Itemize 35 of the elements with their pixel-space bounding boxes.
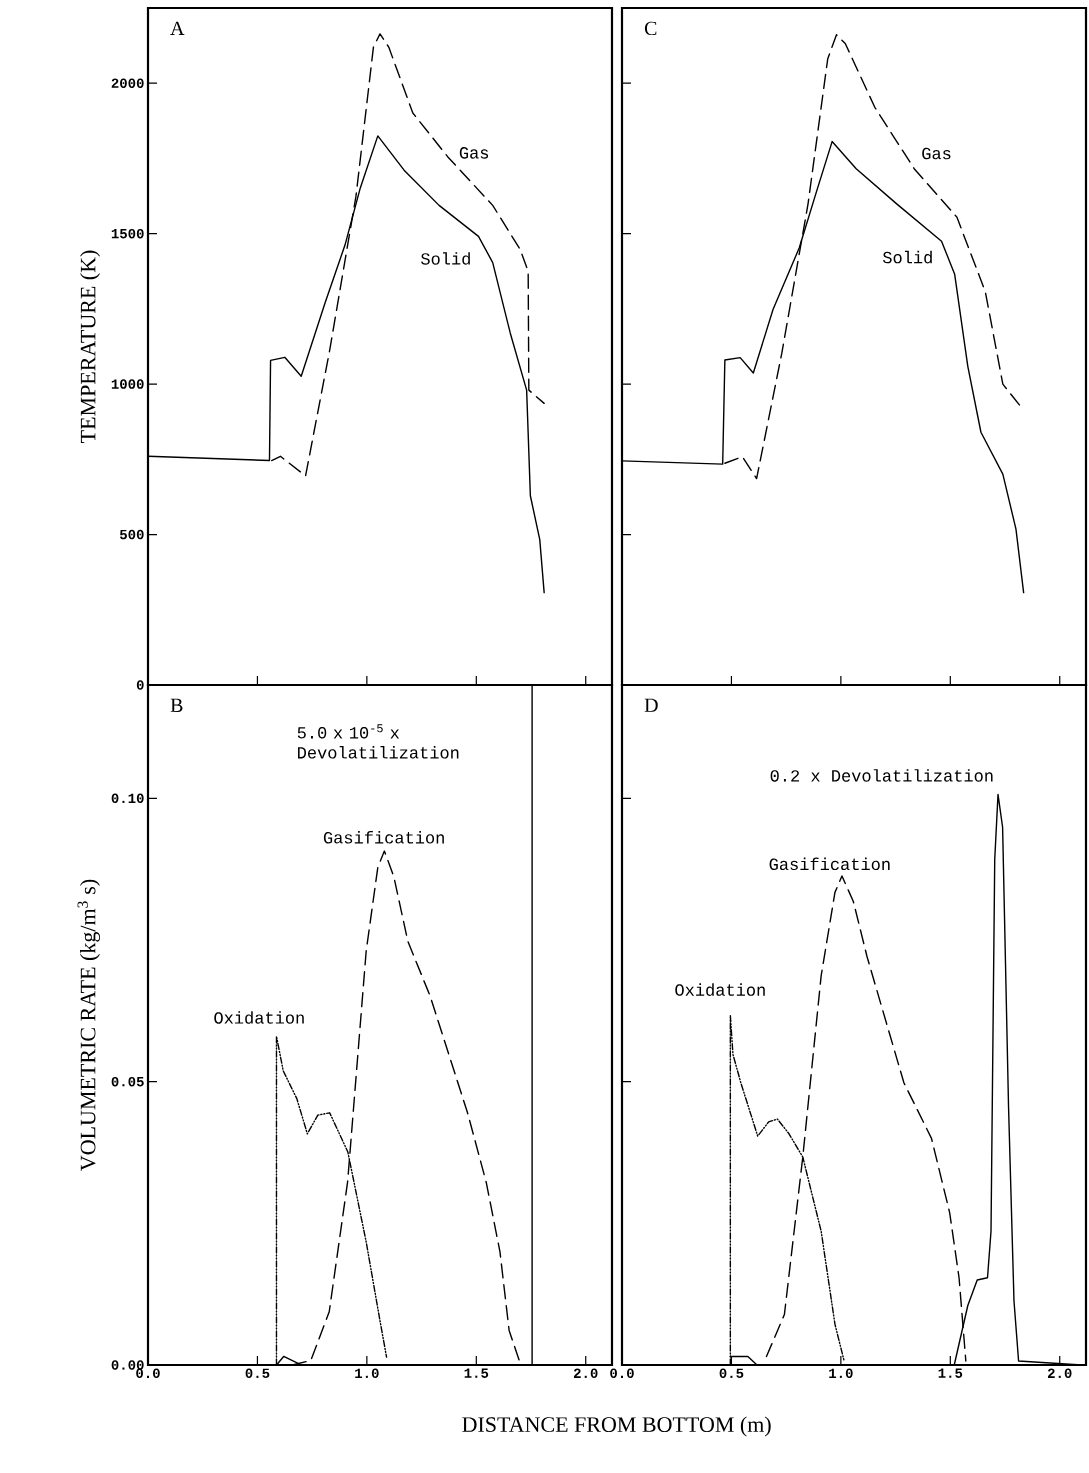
annotation: Gasification — [769, 857, 890, 871]
x-tick-label: 1.0 — [355, 1368, 379, 1379]
y-tick-label: 1000 — [111, 379, 144, 389]
x-tick-label: 1.5 — [938, 1368, 963, 1378]
annotation: Solid — [421, 252, 470, 265]
annotation: 5.0 x 10$^{-5}$ x Devolatilization — [297, 724, 459, 759]
y-tick-label: 0.10 — [111, 793, 144, 804]
annotation: Oxidation — [214, 1011, 304, 1024]
x-tick-label: 0.0 — [610, 1368, 634, 1379]
x-tick-label: 0.0 — [136, 1368, 160, 1379]
x-tick-label: 2.0 — [1047, 1368, 1072, 1379]
annotation: Oxidation — [675, 983, 765, 996]
x-tick-label: 1.5 — [464, 1368, 489, 1378]
y-tick-label: 0.00 — [111, 1360, 144, 1370]
annotation: Gas — [459, 147, 489, 159]
annotation: 0.2 x Devolatilization — [770, 769, 993, 782]
annotation: D — [644, 698, 658, 712]
y-axis-title: VOLUMETRIC RATE (kg/m$^{3}$ s) — [77, 879, 100, 1171]
annotation: Solid — [882, 250, 932, 264]
annotation: C — [644, 21, 657, 36]
y-tick-label: 2000 — [111, 78, 144, 88]
x-tick-label: 2.0 — [573, 1368, 598, 1379]
y-tick-label: 0.05 — [111, 1076, 144, 1087]
x-axis-title: DISTANCE FROM BOTTOM (m) — [462, 1416, 771, 1437]
x-tick-label: 1.0 — [829, 1368, 853, 1379]
y-tick-label: 1500 — [111, 228, 144, 239]
annotation: Gas — [922, 147, 951, 160]
x-tick-label: 0.5 — [719, 1368, 744, 1379]
x-tick-label: 0.5 — [245, 1368, 270, 1379]
y-axis-title: TEMPERATURE (K) — [80, 250, 100, 443]
y-tick-label: 500 — [119, 529, 144, 540]
annotation: Gasification — [323, 831, 444, 844]
y-tick-label: 0 — [136, 680, 144, 690]
annotation: A — [170, 21, 185, 35]
annotation: B — [170, 698, 183, 712]
